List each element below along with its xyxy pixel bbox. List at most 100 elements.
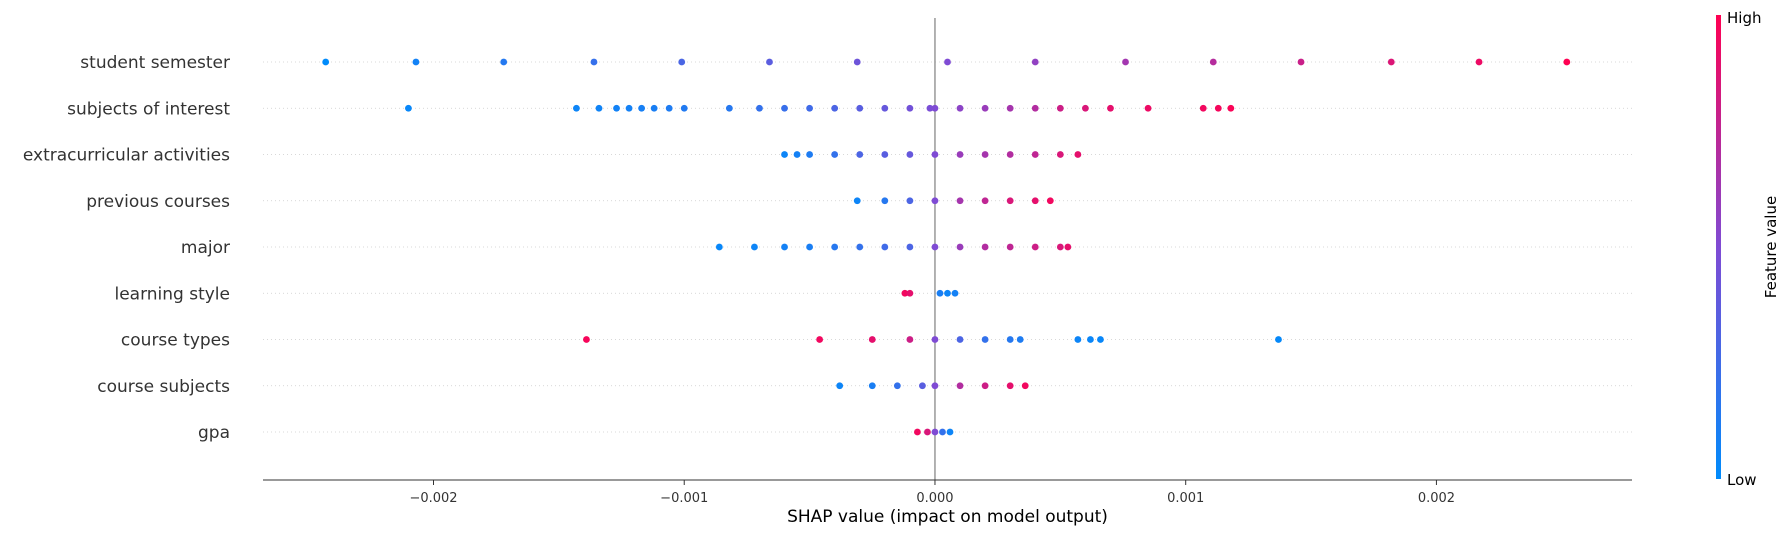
x-tick-label: −0.002 <box>409 491 457 506</box>
colorbar-title: Feature value <box>1762 196 1780 298</box>
shap-point <box>939 428 946 436</box>
shap-point <box>1209 58 1217 66</box>
shap-point <box>981 336 989 343</box>
shap-point <box>906 151 914 158</box>
shap-point <box>1214 104 1222 112</box>
shap-point <box>678 58 686 66</box>
shap-point <box>650 104 658 112</box>
colorbar-low-label: Low <box>1727 471 1757 489</box>
shap-point <box>853 58 861 66</box>
shap-point <box>981 104 989 112</box>
shap-point <box>1107 104 1114 112</box>
shap-point <box>951 289 959 297</box>
feature-labels: student semester subjects of interest extr… <box>23 53 230 443</box>
shap-point <box>1031 151 1039 158</box>
shap-point <box>1056 151 1064 158</box>
shap-point <box>981 243 989 251</box>
shap-point <box>856 151 864 158</box>
shap-point <box>595 104 603 112</box>
feature-label: course types <box>121 331 230 351</box>
shap-point <box>956 243 964 251</box>
shap-point <box>981 151 989 158</box>
shap-point <box>914 428 921 436</box>
feature-label: gpa <box>198 423 230 443</box>
shap-point <box>931 382 939 390</box>
shap-point <box>956 104 964 112</box>
shap-point <box>806 151 813 158</box>
shap-point <box>1021 382 1029 390</box>
feature-label: student semester <box>80 53 230 73</box>
shap-point <box>405 104 412 112</box>
shap-point <box>1006 243 1014 251</box>
shap-point <box>956 382 964 390</box>
shap-point <box>613 104 620 112</box>
x-tick-label: 0.001 <box>1167 491 1204 506</box>
shap-point <box>1046 197 1054 205</box>
shap-point <box>906 243 914 251</box>
shap-point <box>881 104 889 112</box>
shap-point <box>931 151 939 158</box>
shap-point <box>956 197 964 205</box>
shap-point <box>766 58 773 66</box>
shap-point <box>500 58 508 66</box>
shap-point <box>1074 151 1082 158</box>
shap-point <box>638 104 646 112</box>
shap-point <box>1016 336 1024 343</box>
x-tick-label: 0.002 <box>1418 491 1455 506</box>
shap-point <box>956 336 964 343</box>
shap-point <box>936 289 944 297</box>
x-axis-ticks: −0.002 −0.001 0.000 0.001 0.002 <box>409 480 1455 506</box>
shap-point <box>1082 104 1089 112</box>
shap-point <box>756 104 763 112</box>
shap-point <box>793 151 801 158</box>
shap-point <box>831 243 839 251</box>
x-axis-title: SHAP value (impact on model output) <box>787 507 1108 527</box>
shap-point <box>781 243 788 251</box>
colorbar <box>1716 15 1721 479</box>
shap-point <box>680 104 688 112</box>
shap-point <box>931 243 939 251</box>
shap-point <box>856 243 864 251</box>
shap-point <box>856 104 864 112</box>
shap-point <box>906 104 914 112</box>
shap-point <box>1074 336 1082 343</box>
shap-point <box>881 197 889 205</box>
shap-point <box>590 58 598 66</box>
shap-point <box>412 58 420 66</box>
x-tick-label: 0.000 <box>916 491 953 506</box>
shap-point <box>926 104 934 112</box>
shap-point <box>1031 197 1039 205</box>
shap-point <box>1006 151 1014 158</box>
shap-point <box>881 243 889 251</box>
shap-point <box>725 104 733 112</box>
shap-point <box>1297 58 1305 66</box>
shap-point <box>625 104 633 112</box>
shap-point <box>893 382 901 390</box>
shap-point <box>1006 382 1014 390</box>
feature-label: extracurricular activities <box>23 146 230 166</box>
shap-point <box>781 151 788 158</box>
beeswarm-points <box>322 58 1571 436</box>
shap-point <box>816 336 824 343</box>
shap-point <box>1199 104 1207 112</box>
shap-point <box>1064 243 1072 251</box>
shap-point <box>715 243 723 251</box>
row-gridlines <box>263 61 1632 433</box>
shap-point <box>573 104 580 112</box>
shap-point <box>906 197 914 205</box>
shap-point <box>944 58 951 66</box>
shap-point <box>751 243 758 251</box>
shap-point <box>901 289 909 297</box>
shap-point <box>1387 58 1395 66</box>
shap-point <box>981 382 989 390</box>
shap-point <box>931 336 939 343</box>
shap-point <box>1031 104 1039 112</box>
shap-point <box>881 151 889 158</box>
shap-point <box>806 243 813 251</box>
shap-point <box>1087 336 1094 343</box>
feature-label: course subjects <box>97 377 230 397</box>
shap-point <box>919 382 926 390</box>
shap-point <box>1031 243 1039 251</box>
shap-point <box>931 197 939 205</box>
